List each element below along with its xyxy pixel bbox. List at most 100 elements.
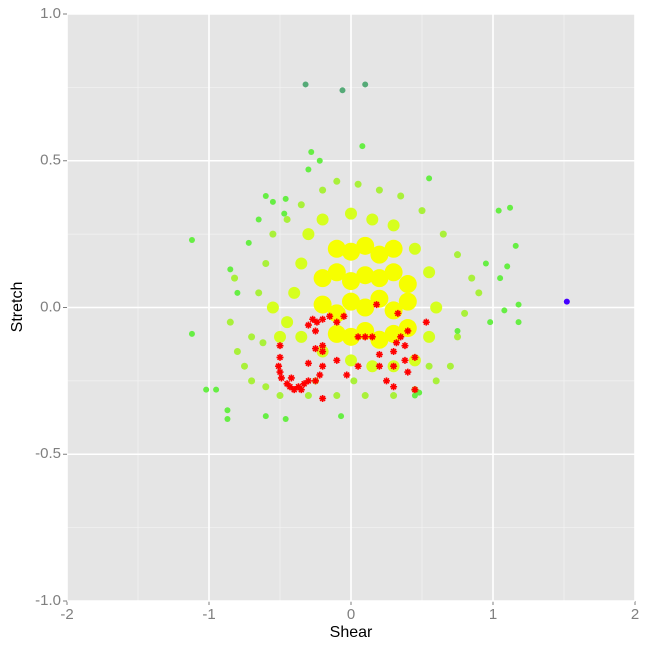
point-star (304, 377, 312, 385)
point (224, 416, 231, 423)
point-star (294, 383, 302, 391)
point-star (368, 333, 376, 341)
point (501, 307, 508, 314)
point (241, 362, 248, 370)
point-star (300, 380, 308, 388)
point-star (390, 383, 398, 391)
y-tick-label: 0.5 (40, 152, 61, 169)
point (482, 260, 489, 267)
point (366, 360, 379, 373)
point (282, 195, 289, 202)
point-star (383, 377, 390, 385)
point (281, 210, 288, 217)
point-star (373, 301, 381, 309)
point (366, 213, 379, 226)
point (507, 204, 514, 211)
y-tick-label: 0.0 (40, 298, 61, 315)
point (262, 259, 270, 267)
y-axis-title: Stretch (9, 282, 26, 333)
point (497, 275, 504, 282)
point (342, 272, 360, 291)
point-star (287, 374, 295, 382)
point (188, 236, 195, 243)
point (203, 386, 210, 393)
point (416, 389, 423, 396)
point (362, 81, 369, 88)
point (339, 87, 346, 94)
point (411, 392, 418, 399)
point-star (275, 362, 283, 370)
point-star (401, 356, 409, 364)
point (361, 392, 369, 400)
point-star (343, 371, 351, 379)
point (305, 166, 312, 173)
point (398, 292, 417, 311)
point (304, 392, 312, 400)
point-star (276, 368, 284, 376)
point (454, 333, 461, 341)
point (370, 269, 389, 288)
point (266, 301, 279, 314)
point (425, 362, 433, 370)
point (426, 175, 433, 182)
point (316, 157, 323, 164)
point-star (390, 348, 398, 356)
point (356, 266, 375, 285)
point (408, 242, 421, 255)
point (432, 377, 440, 385)
point (302, 81, 309, 88)
point-star (319, 315, 327, 323)
point-star (354, 333, 362, 341)
point (233, 348, 241, 356)
point (475, 289, 483, 297)
point (224, 407, 231, 414)
point (327, 324, 346, 343)
point (234, 289, 241, 296)
point (316, 213, 329, 226)
point (350, 377, 358, 385)
point-star (422, 318, 430, 326)
point (345, 354, 357, 367)
point (213, 386, 220, 393)
point (227, 266, 234, 273)
point-star (361, 333, 369, 341)
point-star (333, 356, 341, 364)
y-tick-label: 1.0 (40, 5, 61, 22)
point (231, 274, 239, 282)
point-star (304, 359, 312, 367)
point (262, 192, 269, 199)
point (327, 239, 346, 258)
point-star (392, 339, 400, 347)
point (248, 377, 256, 385)
point-star (319, 348, 327, 356)
point-star (390, 362, 398, 370)
x-tick-label: 0 (347, 606, 355, 623)
point (255, 289, 263, 297)
point-star (411, 353, 419, 361)
point-star (312, 345, 319, 353)
point (446, 362, 454, 370)
x-axis-title: Shear (330, 624, 373, 641)
point (283, 215, 291, 223)
point (423, 266, 436, 279)
point (262, 383, 270, 391)
point (269, 198, 276, 205)
point (384, 263, 403, 282)
point-star (277, 374, 285, 382)
point (295, 330, 308, 343)
point (333, 177, 341, 185)
point-star (340, 312, 348, 320)
point (487, 319, 494, 326)
point (461, 309, 469, 317)
point (398, 275, 417, 294)
point (359, 143, 366, 150)
point-star (316, 371, 324, 379)
point (308, 148, 315, 155)
point (512, 242, 519, 249)
point-star (290, 386, 298, 394)
point-star (375, 362, 383, 370)
y-tick-label: -0.5 (35, 445, 61, 462)
point (390, 392, 398, 400)
point (345, 207, 357, 220)
